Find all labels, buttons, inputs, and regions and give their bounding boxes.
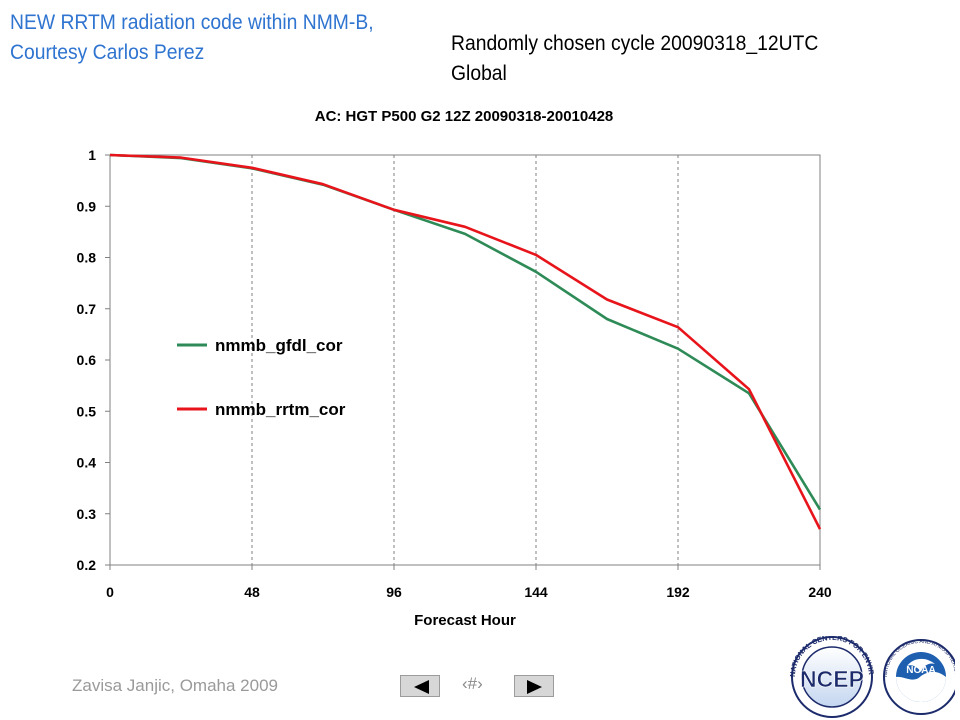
x-axis: 0 48 96 144 192 240: [106, 565, 832, 600]
slide-subtitle-line1: Randomly chosen cycle 20090318_12UTC: [451, 32, 819, 55]
noaa-text: NOAA: [906, 665, 935, 676]
slide-subtitle-line2: Global: [451, 62, 507, 85]
y-tick-label: 0.8: [77, 250, 97, 266]
x-tick-label: 240: [808, 584, 832, 600]
next-slide-button[interactable]: [514, 675, 554, 697]
y-axis: 0.2 0.3 0.4 0.5 0.6 0.7 0.8 0.9 1: [77, 147, 110, 573]
triangle-right-icon: [527, 680, 542, 694]
y-tick-label: 0.3: [77, 506, 97, 522]
plot-area: [109, 154, 821, 566]
ncep-logo: NATIONAL CENTERS FOR ENVIRONMENTAL PREDI…: [783, 636, 876, 718]
page-number: ‹#›: [462, 674, 483, 693]
y-tick-label: 0.6: [77, 352, 97, 368]
x-tick-label: 48: [244, 584, 260, 600]
logos: NATIONAL CENTERS FOR ENVIRONMENTAL PREDI…: [783, 636, 955, 718]
footer-author: Zavisa Janjic, Omaha 2009: [72, 676, 278, 695]
x-tick-label: 96: [386, 584, 402, 600]
y-tick-label: 0.5: [77, 403, 97, 419]
y-tick-label: 0.9: [77, 198, 97, 214]
chart-title: AC: HGT P500 G2 12Z 20090318-20010428: [315, 108, 614, 125]
y-tick-label: 0.2: [77, 557, 97, 573]
x-tick-label: 144: [524, 584, 548, 600]
slide-title-line2: Courtesy Carlos Perez: [10, 41, 205, 64]
slide-title: NEW RRTM radiation code within NMM-B, Co…: [10, 8, 374, 68]
y-tick-label: 0.4: [77, 455, 97, 471]
x-axis-label: Forecast Hour: [414, 612, 516, 629]
y-tick-label: 0.7: [77, 301, 97, 317]
slide-subtitle: Randomly chosen cycle 20090318_12UTC Glo…: [451, 29, 818, 89]
series-lines: [109, 153, 822, 530]
ncep-text: NCEP: [800, 666, 864, 692]
legend-label-nmmb_gfdl_cor: nmmb_gfdl_cor: [215, 336, 343, 355]
series-line-nmmb_rrtm_cor: [109, 153, 822, 530]
triangle-left-icon: [414, 680, 429, 694]
y-tick-label: 1: [88, 147, 96, 163]
legend: nmmb_gfdl_cor nmmb_rrtm_cor: [177, 336, 346, 419]
previous-slide-button[interactable]: [400, 675, 440, 697]
gridlines: [251, 155, 679, 565]
legend-label-nmmb_rrtm_cor: nmmb_rrtm_cor: [215, 400, 346, 419]
x-tick-label: 192: [666, 584, 690, 600]
x-tick-label: 0: [106, 584, 114, 600]
slide-title-line1: NEW RRTM radiation code within NMM-B,: [10, 11, 374, 34]
anomaly-correlation-chart: AC: HGT P500 G2 12Z 20090318-20010428 0.…: [77, 108, 832, 629]
